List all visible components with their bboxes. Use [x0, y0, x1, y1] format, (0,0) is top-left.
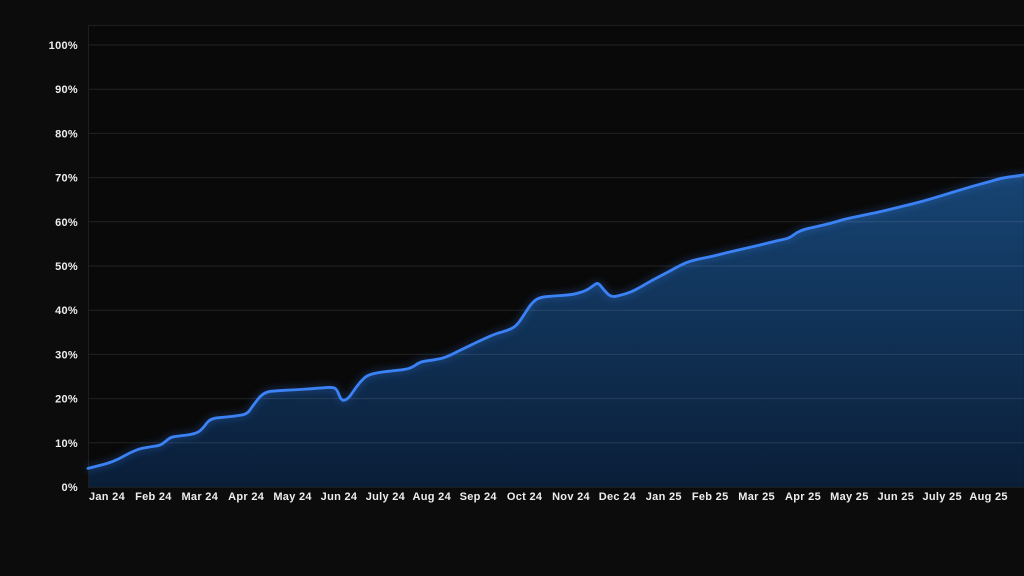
- x-tick-label-14: Mar 25: [738, 491, 775, 503]
- x-tick-label-5: Jun 24: [321, 491, 358, 503]
- y-tick-label-10: 10%: [55, 438, 78, 450]
- x-tick-label-13: Feb 25: [692, 491, 729, 503]
- series-line: [86, 173, 1024, 470]
- x-tick-label-4: May 24: [273, 491, 312, 503]
- x-tick-label-9: Oct 24: [507, 491, 543, 503]
- x-tick-label-11: Dec 24: [599, 491, 637, 503]
- series-area-fill: [88, 174, 1024, 487]
- y-tick-label-20: 20%: [55, 394, 78, 406]
- y-tick-label-50: 50%: [55, 261, 78, 273]
- x-tick-label-15: Apr 25: [785, 491, 821, 503]
- x-tick-label-12: Jan 25: [646, 491, 682, 503]
- x-tick-label-16: May 25: [830, 491, 869, 503]
- y-tick-label-40: 40%: [55, 305, 78, 317]
- x-tick-label-6: July 24: [366, 491, 406, 503]
- y-tick-label-80: 80%: [55, 128, 78, 140]
- y-tick-label-0: 0%: [62, 482, 79, 494]
- x-tick-label-10: Nov 24: [552, 491, 590, 503]
- x-tick-label-0: Jan 24: [89, 491, 126, 503]
- x-tick-label-1: Feb 24: [135, 491, 172, 503]
- x-tick-label-17: Jun 25: [877, 491, 914, 503]
- x-tick-label-19: Aug 25: [969, 491, 1007, 503]
- x-tick-label-2: Mar 24: [181, 491, 218, 503]
- y-tick-label-70: 70%: [55, 173, 78, 185]
- x-tick-label-18: July 25: [922, 491, 961, 503]
- x-tick-label-3: Apr 24: [228, 491, 265, 503]
- x-tick-label-8: Sep 24: [460, 491, 498, 503]
- y-tick-label-90: 90%: [55, 84, 78, 96]
- x-tick-label-7: Aug 24: [413, 491, 452, 503]
- y-tick-label-100: 100%: [49, 40, 78, 52]
- y-tick-label-30: 30%: [55, 349, 78, 361]
- y-tick-label-60: 60%: [55, 217, 78, 229]
